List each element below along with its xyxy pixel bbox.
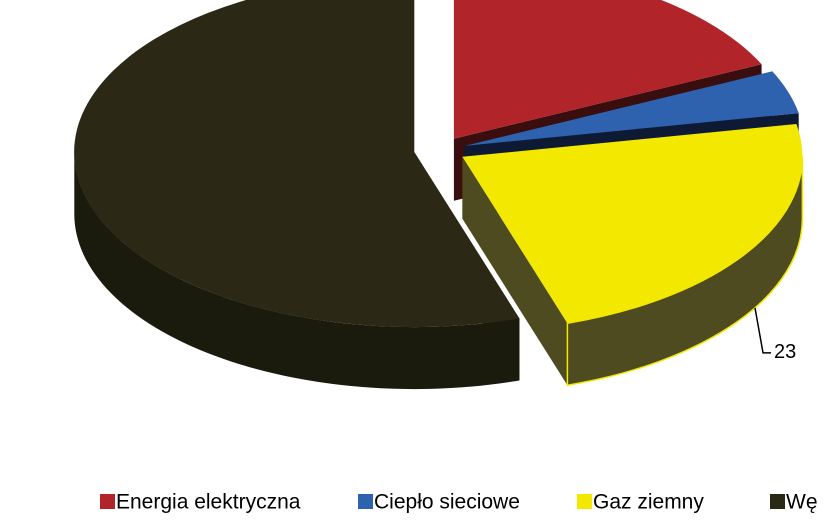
slice: [464, 71, 799, 146]
leader-line: [754, 307, 772, 354]
legend-label: Ciepło sieciowe: [374, 491, 520, 514]
data-label: 23: [774, 341, 796, 363]
legend-swatch: [100, 494, 115, 509]
slice: [453, 0, 762, 139]
legend-swatch: [358, 494, 373, 509]
slice: [74, 0, 520, 328]
legend-label: Gaz ziemny: [593, 491, 704, 514]
slice-wall: [74, 152, 520, 390]
legend: Energia elektryczna Ciepło sieciowe Gaz zi…: [100, 491, 818, 514]
legend-label: Energia elektryczna: [116, 491, 301, 514]
legend-label: Wę: [786, 491, 818, 514]
slice: [462, 124, 803, 324]
legend-swatch: [770, 494, 785, 509]
pie-tops: [74, 0, 803, 328]
slice-side: [462, 156, 568, 386]
legend-swatch: [577, 494, 592, 509]
data-labels: 23: [754, 307, 796, 363]
